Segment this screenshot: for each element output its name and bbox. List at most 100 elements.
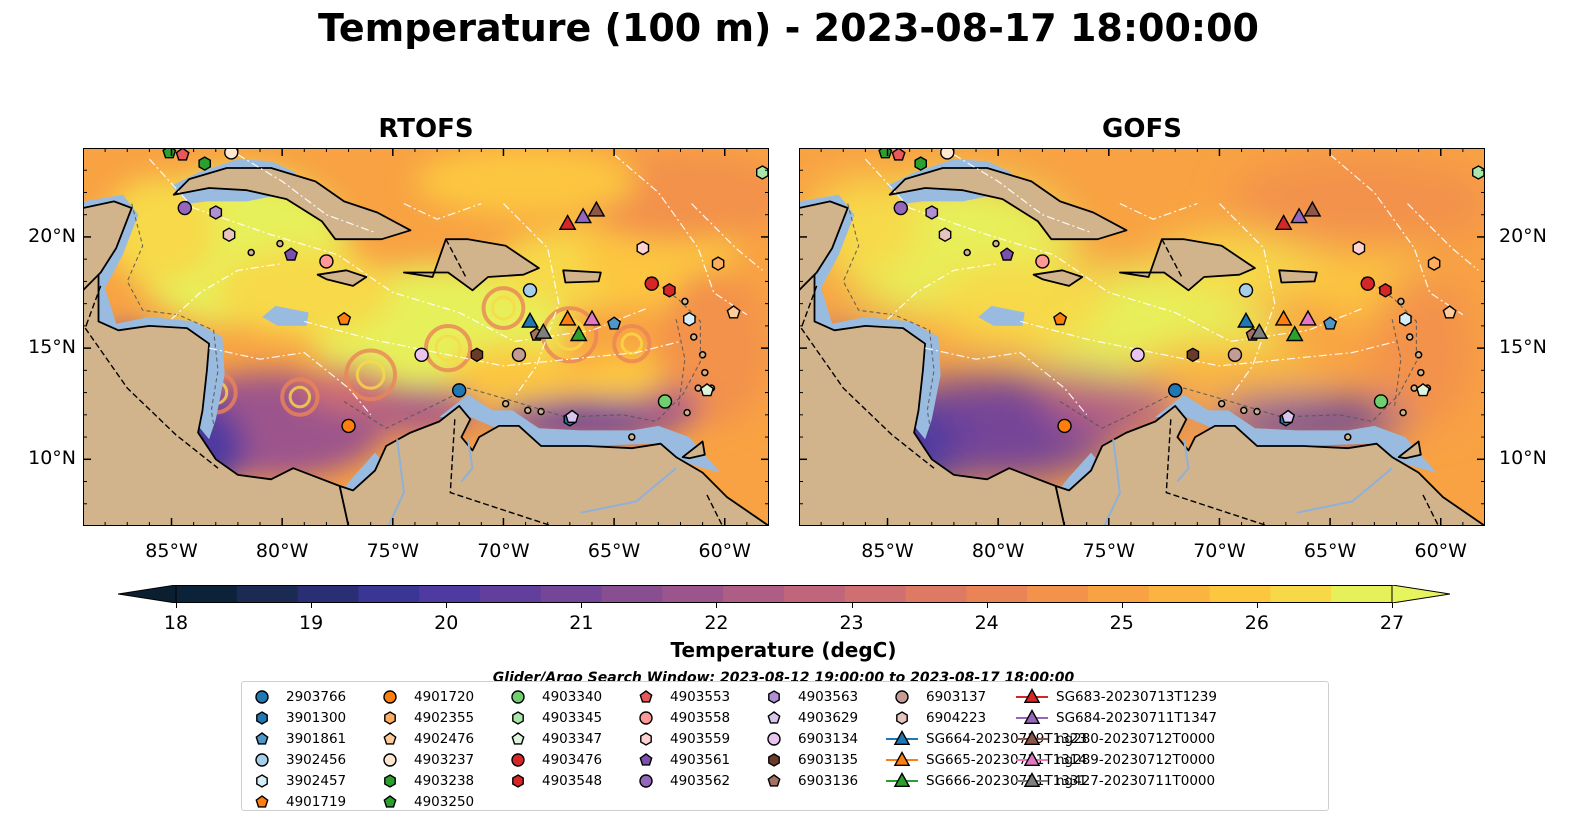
observation-markers [162,148,769,434]
legend-item: 4903347 [500,728,602,749]
legend-marker [383,752,397,767]
colorbar-segment [966,585,1028,603]
legend-label: 4903340 [542,688,603,705]
colorbar-tick-label: 21 [569,612,594,634]
isobath-1000m [1391,319,1402,409]
argo-float-icon [639,773,653,788]
marker-4903629 [1281,409,1296,423]
map-layers [799,148,1485,526]
legend-label: 4901720 [414,688,475,705]
marker-3901861 [1323,316,1338,330]
legend-marker [639,773,653,788]
island [992,239,1000,248]
marker-ng280-20230712T0000 [1303,200,1322,217]
legend-marker [255,794,269,808]
legend-label: 4903250 [414,793,475,810]
isobath-1000m [126,203,219,438]
marker-SG665-20230711T1314 [558,309,577,326]
island [1240,406,1248,415]
marker-6904223 [938,227,952,243]
marker-6903137 [1227,347,1243,362]
colorbar-extend-high [1391,585,1450,603]
colorbar-segment [540,585,603,603]
marker-4903562 [893,200,908,216]
island [1399,408,1407,417]
legend-item: ng289-20230712T0000 [1014,749,1217,770]
argo-float-icon [256,710,268,725]
argo-float-icon [512,710,524,725]
eddy-core [288,385,312,409]
island [1344,433,1352,441]
legend-label: 4903629 [798,709,859,726]
legend-marker [896,710,908,725]
colorbar-label: Temperature (degC) [670,638,897,662]
legend-item: SG665-20230711T1314 [884,749,1087,770]
argo-float-icon [383,689,397,704]
island [276,239,284,248]
land-jamaica [1032,269,1084,287]
glider-track-icon [886,750,918,766]
temperature-patch [1040,368,1120,409]
lat-label-right: 20°N [1499,224,1547,247]
legend-label: 4902476 [414,730,475,747]
colorbar-tick-label: 27 [1379,612,1405,634]
country-border [84,285,219,469]
legend-marker [255,752,269,767]
island [524,406,532,415]
legend-label: SG684-20230711T1347 [1056,709,1217,726]
marker-3902457 [683,311,696,327]
country-border [706,494,724,526]
marker-ng289-20230712T0000 [583,309,601,326]
land-hispaniola [402,238,540,292]
argo-float-icon [255,731,269,745]
eez-boundary [691,203,763,271]
legend-marker [1023,771,1041,787]
argo-float-icon [639,710,653,725]
glider-track-icon [886,771,918,787]
marker-SG665-20230711T1314 [1274,309,1293,326]
argo-float-icon [767,731,781,746]
legend-label: 3901300 [286,709,347,726]
legend-marker [384,710,396,725]
legend-label: SG664-20230719T1323 [926,730,1087,747]
land-yucatan [83,200,133,292]
marker-4903340 [657,394,673,409]
island [701,368,709,377]
island [1414,351,1423,359]
land-hispaniola [1118,238,1256,292]
legend-item: 4903563 [756,686,858,707]
colorbar-tick [446,603,448,608]
lon-label: 75°W [1082,540,1136,562]
legend-marker [767,731,781,746]
glider-track-icon [1016,771,1048,787]
marker-4903561 [999,247,1015,261]
eddy-core [490,295,516,321]
colorbar-tick [176,603,177,608]
lat-label-left: 10°N [28,447,76,470]
argo-float-icon [639,689,653,703]
search-window-caption: Glider/Argo Search Window: 2023-08-12 19… [492,670,1075,682]
landmasses [83,167,769,526]
legend-item: 3901861 [244,728,346,749]
lat-label-right: 10°N [1499,447,1547,470]
river [460,439,474,483]
legend-item: 4903476 [500,749,602,770]
legend-label: 4903237 [414,751,475,768]
land-southam [338,404,769,526]
argo-float-icon [511,731,525,745]
island [1397,297,1405,306]
colorbar-tick [716,603,718,608]
island [698,351,707,359]
legend-item: 3902457 [244,770,346,791]
argo-float-icon [511,689,525,704]
legend-marker [640,731,652,746]
shallow-shelf [978,305,1025,326]
colorbar-segment [844,585,907,603]
colorbar-tick-label: 22 [704,612,729,634]
colorbar-tick [1256,603,1258,608]
panel-title-gofs: GOFS [1102,114,1182,144]
map-rtofs-canvas [83,148,769,526]
legend-item: 4901720 [372,686,474,707]
marker-3902456 [522,283,538,298]
colorbar-tick [986,603,988,608]
